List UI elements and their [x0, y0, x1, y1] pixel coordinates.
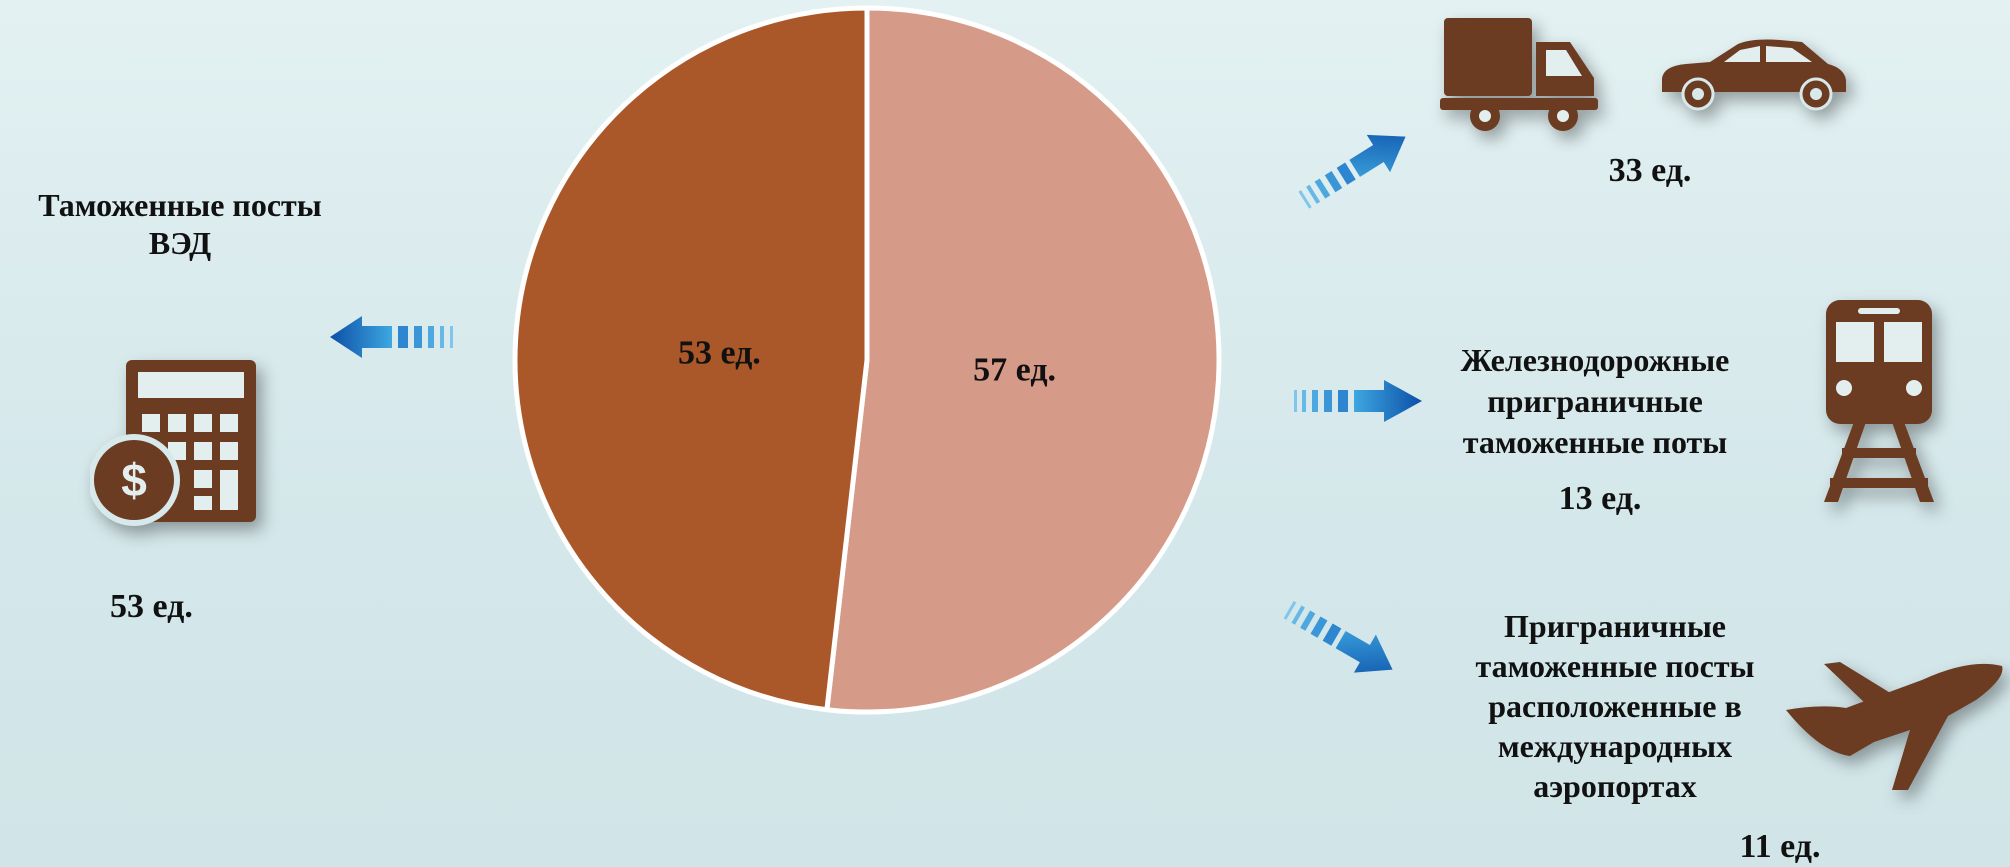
rail-line2: приграничные: [1487, 383, 1703, 419]
rail-line3: таможенные поты: [1462, 424, 1728, 460]
arrow-left-icon: [330, 316, 453, 358]
air-count: 11 ед.: [1739, 828, 1821, 865]
air-text: Приграничные таможенные посты расположен…: [1440, 606, 1790, 806]
rail-count: 13 ед.: [1558, 480, 1642, 517]
left-title: Таможенные посты ВЭД: [0, 186, 360, 262]
left-title-line1: Таможенные посты: [38, 187, 322, 223]
airplane-icon: [1786, 662, 2003, 790]
left-title-line2: ВЭД: [148, 225, 212, 261]
left-count: 53 ед.: [110, 588, 193, 625]
train-icon: [1824, 300, 1934, 502]
svg-text:$: $: [121, 454, 147, 506]
air-line2: таможенные посты: [1475, 648, 1755, 684]
arrow-down-right-icon: [1283, 600, 1393, 673]
air-line1: Приграничные: [1504, 608, 1726, 644]
pie-slice-label-0: 57 ед.: [973, 351, 1056, 388]
rail-line1: Железнодорожные: [1460, 342, 1730, 378]
air-line5: аэропортах: [1533, 768, 1697, 804]
car-icon: [1662, 39, 1846, 111]
arrow-up-right-icon: [1298, 134, 1406, 209]
arrow-right-icon: [1294, 380, 1422, 422]
pie-slice-label-1: 53 ед.: [678, 335, 761, 372]
air-line4: международных: [1497, 728, 1733, 764]
truck-icon: [1440, 18, 1598, 131]
calculator-dollar-icon: $: [90, 360, 256, 526]
road-count: 33 ед.: [1608, 152, 1692, 189]
rail-text: Железнодорожные приграничные таможенные …: [1420, 340, 1770, 463]
air-line3: расположенные в: [1488, 688, 1742, 724]
pie-slice-1: [512, 5, 870, 713]
pie-slice-0: [824, 5, 1222, 715]
